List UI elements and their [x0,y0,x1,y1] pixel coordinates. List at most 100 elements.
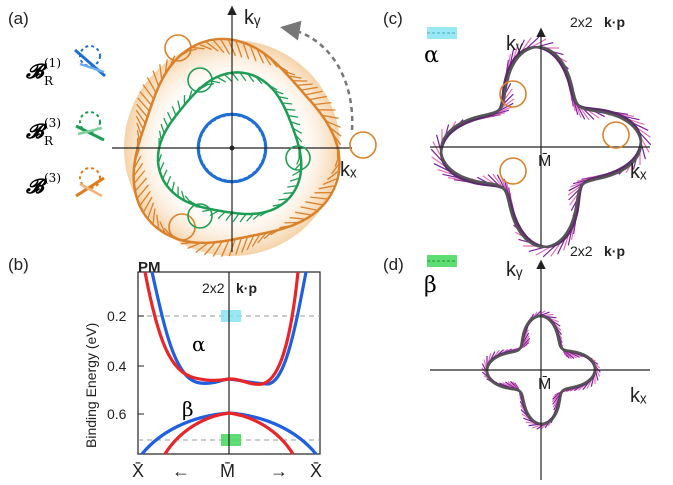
spin-arrow [135,115,144,130]
spin-arrow [223,178,233,183]
spin-arrow [257,232,267,244]
spin-arrow [133,170,146,185]
spin-arrow [157,153,163,164]
spin-arrow [300,86,318,91]
spin-arrow [289,217,306,220]
spin-arrow [296,154,302,165]
spin-arrow [188,90,193,101]
spin-arrow [167,111,173,122]
spin-arrow [247,171,257,177]
spin-arrow [159,221,166,234]
legend-a-sup-1: (1) [44,56,61,70]
legend-a-glyph-green [75,111,105,142]
spin-arrow [134,177,148,192]
spin-arrow [189,200,199,207]
spin-arrow [212,241,223,257]
spin-arrow [246,117,255,125]
spin-arrow [325,120,341,128]
axis-c-kx-label: kₓ [630,161,647,183]
spin-arrow [211,116,221,122]
legend-a-sub-1: R [44,74,54,88]
spin-arrow [310,196,329,200]
spin-arrow [262,52,272,66]
spin-arrow [200,159,206,169]
spin-arrow [263,142,267,152]
panel-a-label: (a) [8,9,29,28]
spin-arrow [295,211,313,216]
spin-arrow [254,75,263,85]
legend-a-sup-3: (3) [44,171,61,185]
spin-arrow [205,40,219,52]
panel-c-greek: α [424,43,439,68]
panel-d-greek: β [424,273,437,298]
spin-arrow [334,155,340,167]
spin-arrow [171,181,175,192]
axis-d-ky-label: kᵧ [506,259,523,281]
spin-arrow [147,202,155,219]
spin-arrow [292,169,302,177]
spin-arrow [242,115,251,122]
spin-arrow [256,48,265,64]
xtick-X-left: X̄ [132,461,144,481]
spin-arrow [237,113,246,119]
spin-arrow [218,177,227,183]
legend-a-sub-2: R [44,134,54,148]
spin-arrow [223,73,233,82]
spin-arrow [225,212,233,222]
spin-arrow [217,211,226,220]
spin-arrow [283,70,296,76]
spin-arrow [219,38,231,55]
rotation-arrow [280,20,354,131]
spin-arrow [270,229,280,236]
axis-d-kx-label: kₓ [630,385,647,407]
spin-arrow [159,162,165,172]
spin-arrow [203,83,214,86]
band-label-alpha: α [192,332,206,356]
spin-arrow [228,179,238,183]
spin-arrow [137,97,150,112]
spin-arrow [195,242,209,253]
spin-arrow [195,205,206,209]
spin-arrow [197,134,203,143]
panel-c: (c) α 2x2 k·p kᵧ kₓ M̄ [383,9,652,258]
axis-a-ky-label: kᵧ [244,7,261,29]
spin-arrow [282,102,293,105]
plot-b-model: 2x2 [202,280,225,296]
spin-arrow [255,123,261,133]
spin-arrow [235,237,243,255]
xtick-arrow-right: → [270,461,288,481]
band-beta-red [163,411,295,455]
axis-c-center: M̄ [538,153,551,170]
spin-arrow [163,117,169,128]
spin-arrow [261,153,267,162]
panel-c-label: (c) [383,9,403,28]
spin-arrow [296,83,313,87]
panel-b-label: (b) [8,255,29,274]
spin-arrow [251,233,261,248]
spin-arrow [178,50,189,58]
panel-c-model: 2x2 [570,14,593,30]
spin-arrow [239,72,247,82]
spin-arrow [199,129,206,138]
spin-arrow [258,127,264,137]
panel-d-label: (d) [383,255,404,274]
spin-arrow [294,134,303,143]
spin-arrow [213,174,222,181]
spin-arrow [152,70,160,87]
legend-a-sym-3: 𝓑 [25,174,48,198]
spin-arrow [160,123,165,134]
spin-arrow [187,242,202,250]
band-label-beta: β [182,397,194,421]
spin-arrow [156,214,160,230]
spin-arrow [272,203,283,207]
spin-arrow [191,46,205,50]
spin-arrow [158,130,162,141]
spin-arrow [279,224,293,229]
ytick-1: 0.2 [107,308,127,324]
spin-arrow [133,162,144,177]
panel-b: (b) PM 2x2 k·p α β 0.2 0.4 0.6 Binding E… [8,255,322,481]
spin-arrow [209,171,218,179]
spin-arrow [252,212,262,220]
spin-arrow [262,147,267,157]
spin-arrow [289,177,300,182]
